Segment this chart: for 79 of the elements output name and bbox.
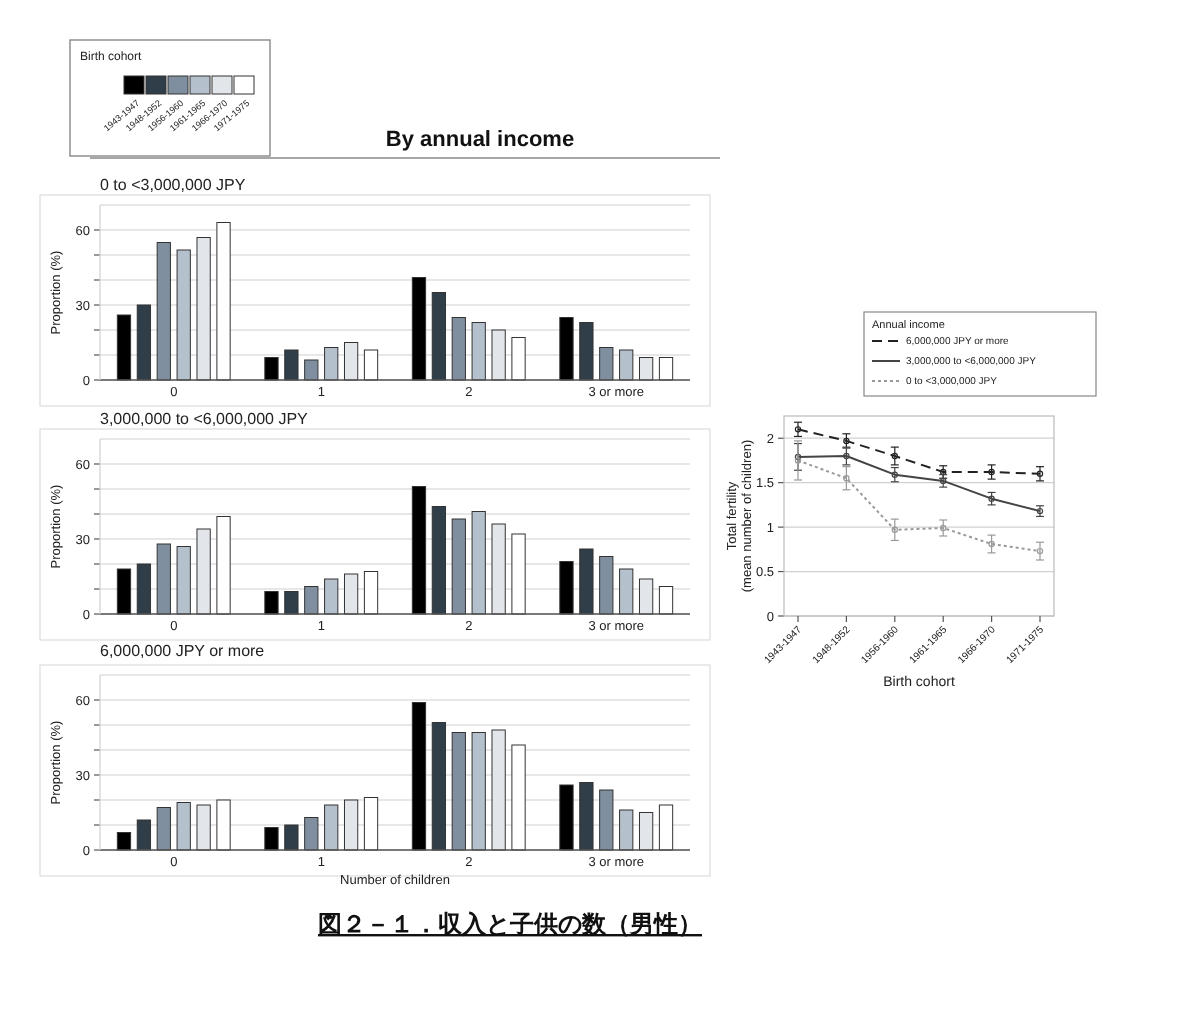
line-series — [794, 452, 1044, 515]
bar — [156, 543, 171, 615]
bar — [579, 782, 594, 851]
bar — [599, 789, 614, 851]
bar — [216, 516, 231, 615]
bar — [619, 349, 634, 381]
chart-title: 0 to <3,000,000 JPY — [100, 176, 247, 194]
chart-title: 6,000,000 JPY or more — [100, 642, 266, 660]
bar — [116, 314, 132, 381]
bar — [619, 568, 634, 615]
bar — [324, 804, 339, 851]
bar — [343, 342, 359, 381]
bar — [284, 349, 299, 381]
bar — [471, 511, 486, 615]
bar — [304, 817, 319, 851]
bar — [363, 797, 379, 851]
bar — [511, 744, 526, 851]
bar — [156, 807, 171, 851]
bar — [216, 222, 231, 381]
bar — [451, 732, 466, 851]
bar — [638, 812, 654, 851]
bar — [491, 729, 506, 851]
bar — [304, 586, 319, 615]
bar — [196, 804, 211, 851]
bar — [284, 591, 299, 615]
bar — [411, 277, 427, 381]
bar — [599, 556, 614, 615]
bar — [579, 322, 594, 381]
bar — [431, 292, 447, 381]
bar — [116, 832, 132, 851]
bar — [304, 359, 319, 381]
bar — [431, 722, 447, 851]
bar — [511, 533, 526, 615]
caption: 図２－１．収入と子供の数（男性） — [318, 910, 702, 938]
bar — [638, 578, 654, 615]
bar — [579, 548, 594, 615]
text: By annual income — [385, 128, 575, 152]
bar — [451, 518, 466, 615]
bar — [491, 329, 506, 381]
bar — [324, 578, 339, 615]
bar — [284, 824, 299, 851]
line-series — [794, 426, 1044, 477]
bar — [196, 237, 211, 381]
bar — [176, 802, 191, 851]
bar — [559, 784, 574, 851]
bar — [638, 357, 654, 381]
bar — [411, 486, 427, 615]
bar — [176, 249, 191, 381]
bar — [658, 357, 674, 381]
bar — [136, 304, 152, 381]
bar — [136, 819, 152, 851]
bar — [264, 357, 279, 381]
bar — [216, 799, 231, 851]
bar — [264, 827, 279, 851]
bar — [411, 702, 427, 851]
bar — [658, 586, 674, 615]
bar — [116, 568, 132, 615]
bar — [264, 591, 279, 615]
bar — [559, 561, 574, 615]
bar — [136, 563, 152, 615]
bar — [619, 809, 634, 851]
bar — [471, 732, 486, 851]
bar — [511, 337, 526, 381]
bar — [324, 347, 339, 381]
bar — [658, 804, 674, 851]
bar — [431, 506, 447, 615]
bar — [176, 546, 191, 615]
bar — [343, 799, 359, 851]
bar — [491, 523, 506, 615]
bar — [363, 349, 379, 381]
bar — [451, 317, 466, 381]
bar — [196, 528, 211, 615]
chart-title: 3,000,000 to <6,000,000 JPY — [100, 410, 310, 428]
bar — [363, 571, 379, 615]
bar — [156, 242, 171, 381]
bar — [599, 347, 614, 381]
bar — [471, 322, 486, 381]
bar — [343, 573, 359, 615]
bar — [559, 317, 574, 381]
